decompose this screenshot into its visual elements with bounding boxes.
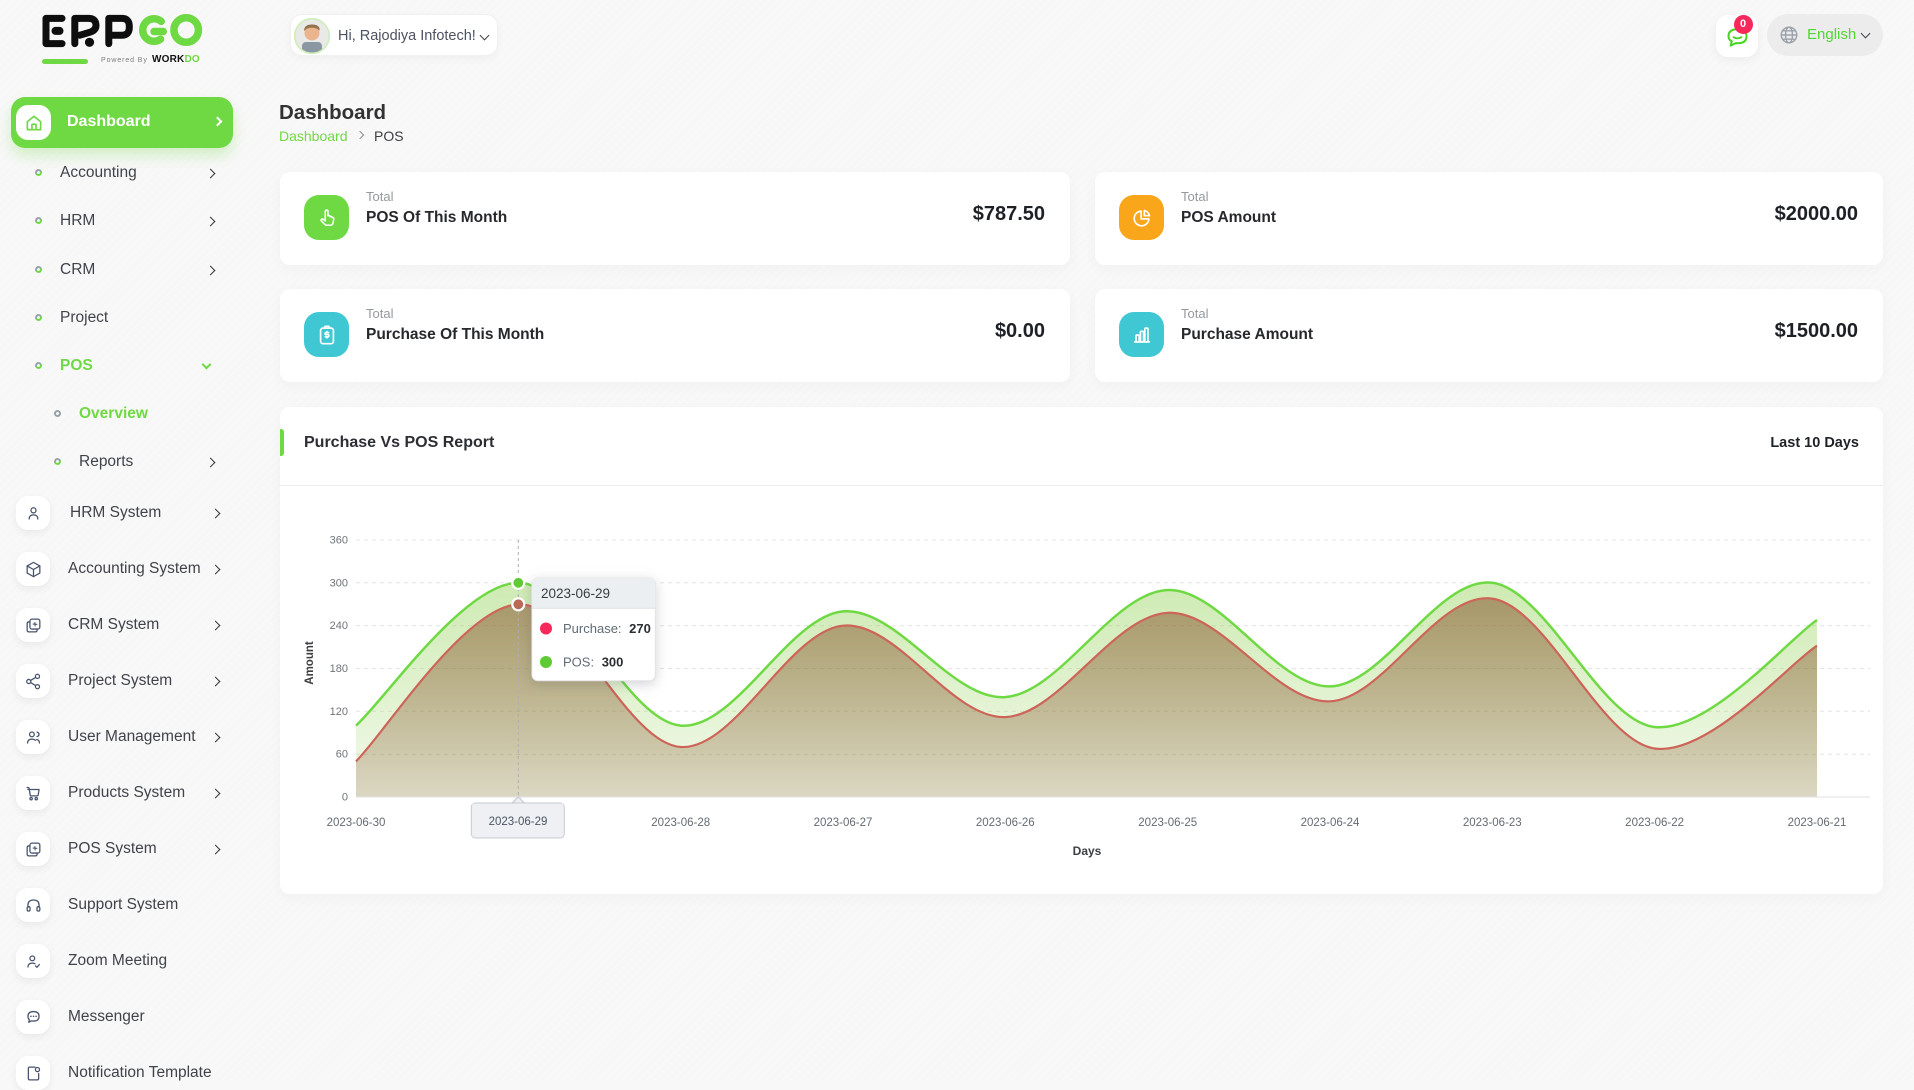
svg-text:2023-06-27: 2023-06-27: [814, 817, 873, 829]
svg-text:Amount: Amount: [304, 641, 316, 685]
svg-text:POS: 300: POS: 300: [563, 655, 623, 670]
svg-text:300: 300: [330, 577, 348, 589]
svg-text:Days: Days: [1073, 844, 1102, 858]
svg-text:120: 120: [330, 706, 348, 718]
svg-text:2023-06-28: 2023-06-28: [651, 817, 710, 829]
svg-text:Purchase: 270: Purchase: 270: [563, 621, 651, 636]
svg-text:2023-06-24: 2023-06-24: [1301, 817, 1360, 829]
svg-text:2023-06-25: 2023-06-25: [1138, 817, 1197, 829]
svg-text:240: 240: [330, 620, 348, 632]
svg-text:2023-06-29: 2023-06-29: [541, 586, 610, 601]
svg-text:0: 0: [342, 792, 348, 804]
svg-text:2023-06-21: 2023-06-21: [1788, 817, 1847, 829]
svg-text:180: 180: [330, 663, 348, 675]
svg-text:60: 60: [336, 749, 348, 761]
svg-text:2023-06-29: 2023-06-29: [489, 816, 548, 828]
svg-text:360: 360: [330, 535, 348, 547]
svg-text:2023-06-22: 2023-06-22: [1625, 817, 1684, 829]
svg-text:2023-06-23: 2023-06-23: [1463, 817, 1522, 829]
svg-text:2023-06-26: 2023-06-26: [976, 817, 1035, 829]
svg-text:2023-06-30: 2023-06-30: [327, 817, 386, 829]
